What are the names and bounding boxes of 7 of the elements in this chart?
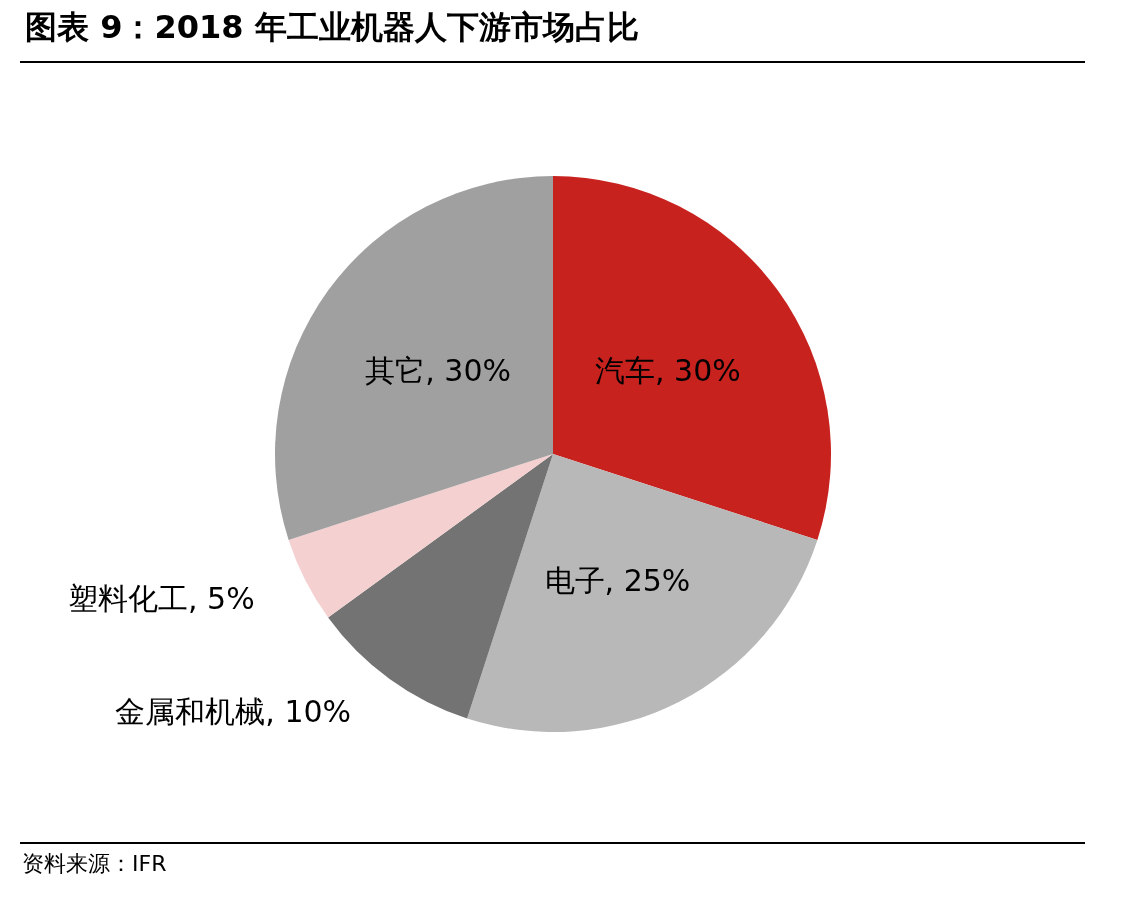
slice-label: 电子, 25% (544, 563, 691, 599)
text: 资料来源：IFR (22, 850, 167, 876)
slice-label: 塑料化工, 5% (67, 580, 255, 616)
slice-label: 金属和机械, 10% (115, 693, 352, 729)
chart-title: 图表 9：2018 年工业机器人下游市场占比 (25, 8, 639, 46)
slice-label: 其它, 30% (365, 353, 511, 389)
slice-label: 汽车, 30% (595, 353, 741, 389)
